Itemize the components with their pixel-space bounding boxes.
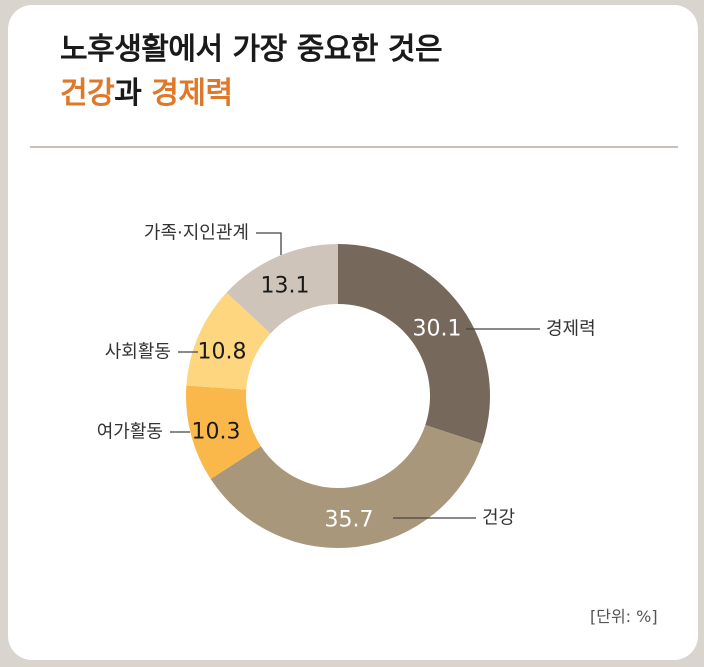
- chart-card: [8, 5, 698, 660]
- unit-label: [단위: %]: [590, 607, 658, 626]
- donut-slice: [186, 292, 271, 390]
- slice-value-label: 10.8: [198, 340, 247, 365]
- slice-category-label: 가족·지인관계: [144, 223, 249, 244]
- title-accent-health: 건강: [60, 76, 115, 111]
- donut-slice: [210, 424, 483, 548]
- donut-slice: [226, 244, 338, 334]
- slice-value-label: 30.1: [413, 317, 462, 342]
- slice-category-label: 건강: [482, 508, 515, 529]
- donut-slice: [186, 385, 261, 480]
- slice-value-label: 10.3: [192, 420, 241, 445]
- slice-category-label: 사회활동: [105, 342, 171, 363]
- leader-line: [256, 232, 282, 255]
- title-line-1: 노후생활에서 가장 중요한 것은: [60, 32, 443, 67]
- title-accent-economy: 경제력: [151, 76, 233, 111]
- slice-category-label: 여가활동: [97, 422, 163, 443]
- title-connector: 과: [114, 76, 152, 111]
- slice-value-label: 13.1: [261, 274, 310, 299]
- chart-title: 노후생활에서 가장 중요한 것은 건강과 경제력: [60, 28, 443, 116]
- title-divider: [30, 146, 678, 148]
- donut-slice: [338, 244, 490, 444]
- slice-category-label: 경제력: [546, 319, 596, 340]
- slice-value-label: 35.7: [325, 508, 374, 533]
